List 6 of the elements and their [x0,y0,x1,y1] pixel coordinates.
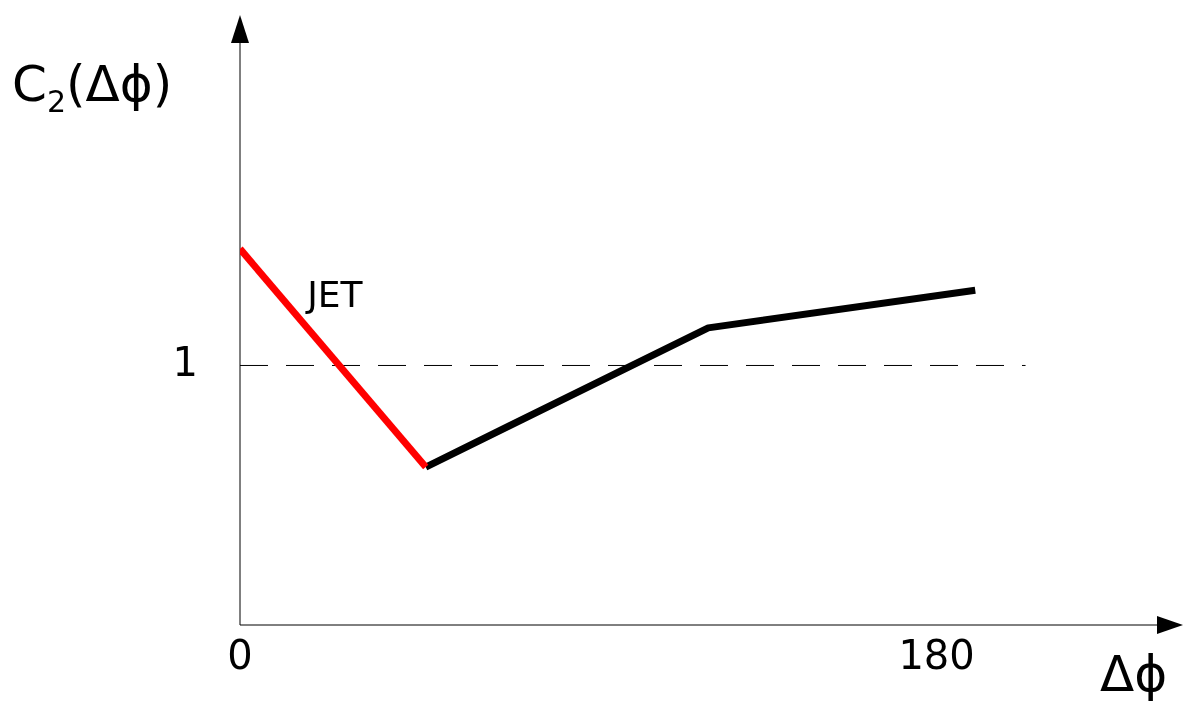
annotation: JET [305,273,364,315]
x-axis-title: Δϕ [1100,645,1168,703]
x-tick-label: 0 [227,632,253,679]
x-tick-label: 180 [898,632,975,679]
y-axis-title: C$_{2}$(Δϕ) [12,55,173,119]
ref-line-label: 1 [172,338,198,385]
